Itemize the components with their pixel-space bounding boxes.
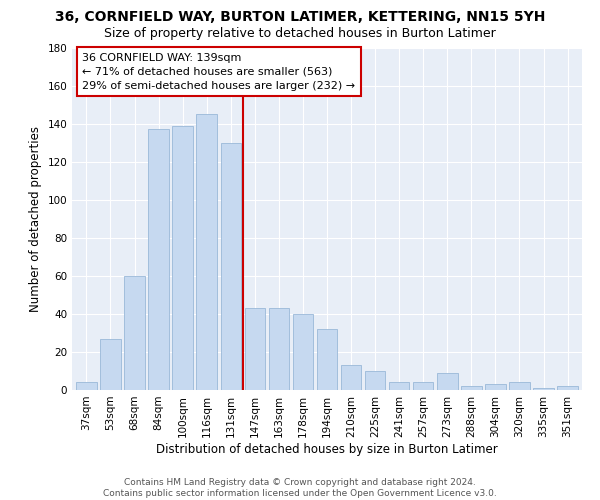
Text: Size of property relative to detached houses in Burton Latimer: Size of property relative to detached ho… (104, 28, 496, 40)
Bar (317, 329, 337, 390)
Bar (413, 382, 433, 390)
Bar (245, 308, 265, 390)
Bar (485, 384, 506, 390)
Bar (341, 366, 361, 390)
Bar (557, 386, 578, 390)
Text: Contains HM Land Registry data © Crown copyright and database right 2024.
Contai: Contains HM Land Registry data © Crown c… (103, 478, 497, 498)
Bar (533, 388, 554, 390)
Bar (461, 386, 482, 390)
Bar (172, 126, 193, 390)
Bar (437, 373, 458, 390)
Bar (509, 382, 530, 390)
Y-axis label: Number of detached properties: Number of detached properties (29, 126, 42, 312)
Bar (76, 382, 97, 390)
Bar (293, 314, 313, 390)
Bar (365, 371, 385, 390)
Bar (124, 276, 145, 390)
Bar (389, 382, 409, 390)
Bar (269, 308, 289, 390)
X-axis label: Distribution of detached houses by size in Burton Latimer: Distribution of detached houses by size … (156, 442, 498, 456)
Bar (221, 142, 241, 390)
Bar (148, 130, 169, 390)
Bar (196, 114, 217, 390)
Text: 36 CORNFIELD WAY: 139sqm
← 71% of detached houses are smaller (563)
29% of semi-: 36 CORNFIELD WAY: 139sqm ← 71% of detach… (82, 52, 355, 90)
Bar (100, 338, 121, 390)
Text: 36, CORNFIELD WAY, BURTON LATIMER, KETTERING, NN15 5YH: 36, CORNFIELD WAY, BURTON LATIMER, KETTE… (55, 10, 545, 24)
